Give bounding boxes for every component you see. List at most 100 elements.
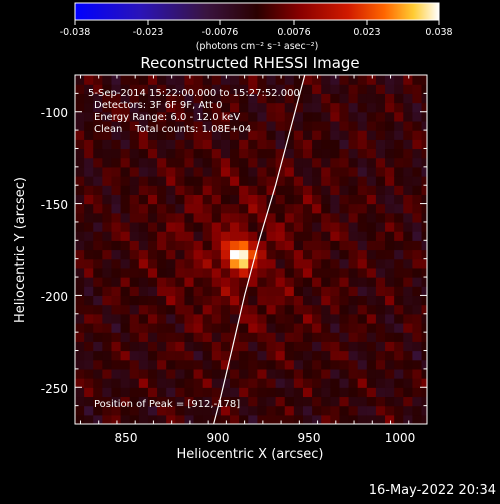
heatmap-cell	[257, 341, 268, 352]
heatmap-cell	[248, 341, 258, 352]
heatmap-cell	[357, 277, 368, 287]
heatmap-cell	[330, 157, 341, 168]
heatmap-cell	[239, 378, 249, 388]
heatmap-cell	[120, 221, 131, 232]
heatmap-cell	[75, 84, 85, 94]
heatmap-cell	[421, 304, 427, 315]
heatmap-cell	[302, 148, 313, 159]
heatmap-cell	[357, 221, 368, 232]
heatmap-cell	[403, 414, 414, 424]
heatmap-cell	[321, 75, 331, 85]
heatmap-cell	[184, 212, 195, 223]
heatmap-cell	[84, 258, 94, 269]
heatmap-cell	[193, 75, 204, 85]
heatmap-cell	[412, 350, 423, 361]
heatmap-cell	[175, 368, 186, 379]
heatmap-cell	[421, 120, 427, 131]
heatmap-cell	[385, 240, 395, 251]
heatmap-cell	[184, 102, 195, 113]
heatmap-cell	[403, 120, 414, 131]
heatmap-cell	[157, 414, 167, 424]
heatmap-cell	[312, 332, 322, 342]
heatmap-cell	[284, 240, 295, 251]
heatmap-cell	[129, 341, 140, 352]
heatmap-cell	[284, 267, 295, 278]
heatmap-cell	[257, 304, 268, 315]
heatmap-cell	[211, 322, 222, 333]
heatmap-cell	[138, 286, 149, 297]
heatmap-cell	[348, 221, 359, 232]
heatmap-cell	[75, 267, 85, 278]
heatmap-cell	[403, 102, 414, 113]
heatmap-cell	[239, 267, 249, 278]
heatmap-cell	[111, 258, 122, 269]
heatmap-cell	[275, 185, 286, 195]
heatmap-cell	[293, 286, 304, 297]
heatmap-cell	[312, 176, 322, 186]
heatmap-cell	[193, 258, 204, 269]
heatmap-cell	[248, 157, 258, 168]
heatmap-cell	[348, 341, 359, 352]
heatmap-cell	[111, 350, 122, 361]
colorbar-tick-label: 0.038	[425, 27, 452, 38]
heatmap-cell	[84, 231, 94, 241]
heatmap-cell	[202, 368, 213, 379]
heatmap-cell	[348, 93, 359, 104]
heatmap-cell	[375, 203, 386, 214]
heatmap-cell	[293, 350, 304, 361]
heatmap-cell	[366, 359, 377, 370]
heatmap-cell	[147, 368, 158, 379]
heatmap-cell	[348, 231, 359, 241]
heatmap-cell	[348, 139, 359, 150]
heatmap-cell	[84, 84, 94, 94]
heatmap-cell	[385, 102, 395, 113]
heatmap-cell	[157, 120, 167, 131]
heatmap-cell	[421, 111, 427, 122]
heatmap-cell	[239, 231, 249, 241]
heatmap-cell	[138, 111, 149, 122]
annotation-time-range: 5-Sep-2014 15:22:00.000 to 15:27:52.000	[88, 88, 300, 99]
heatmap-cell	[102, 221, 113, 232]
heatmap-cell	[111, 387, 122, 398]
heatmap-cell	[357, 295, 368, 306]
heatmap-cell	[102, 139, 113, 150]
heatmap-cell	[375, 231, 386, 241]
heatmap-cell	[321, 350, 331, 361]
solar-limb-curve	[213, 75, 306, 424]
heatmap-cell	[129, 203, 140, 214]
heatmap-cell	[421, 93, 427, 104]
heatmap-cell	[357, 166, 368, 177]
heatmap-cell	[421, 332, 427, 342]
heatmap-cell	[302, 120, 313, 131]
heatmap-cell	[321, 414, 331, 424]
heatmap-cell	[84, 295, 94, 306]
heatmap-cell	[412, 322, 423, 333]
heatmap-cell	[211, 203, 222, 214]
heatmap-cell	[339, 414, 350, 424]
heatmap-cell	[157, 378, 167, 388]
heatmap-cell	[230, 378, 240, 388]
heatmap-cell	[230, 341, 240, 352]
heatmap-cell	[412, 332, 423, 342]
heatmap-cell	[138, 322, 149, 333]
heatmap-cell	[348, 84, 359, 94]
heatmap-cell	[348, 313, 359, 324]
heatmap-cell	[366, 341, 377, 352]
heatmap-cell	[348, 111, 359, 122]
heatmap-cell	[120, 231, 131, 241]
heatmap-cell	[321, 203, 331, 214]
heatmap-cell	[394, 258, 404, 269]
heatmap-cell	[111, 102, 122, 113]
heatmap-cell	[385, 148, 395, 159]
heatmap-cell	[321, 368, 331, 379]
heatmap-cell	[111, 286, 122, 297]
heatmap-cell	[138, 157, 149, 168]
heatmap-cell	[248, 359, 258, 370]
heatmap-cell	[357, 332, 368, 342]
heatmap-cell	[220, 313, 231, 324]
heatmap-cell	[202, 176, 213, 186]
heatmap-cell	[266, 295, 277, 306]
heatmap-cell	[175, 378, 186, 388]
heatmap-cell	[175, 176, 186, 186]
heatmap-cell	[330, 231, 341, 241]
